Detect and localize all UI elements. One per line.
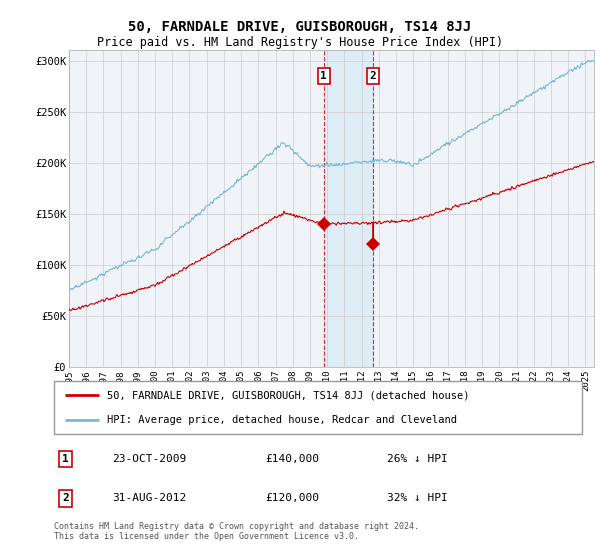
Text: Price paid vs. HM Land Registry's House Price Index (HPI): Price paid vs. HM Land Registry's House … [97, 36, 503, 49]
Text: 31-AUG-2012: 31-AUG-2012 [112, 493, 187, 503]
Text: 50, FARNDALE DRIVE, GUISBOROUGH, TS14 8JJ (detached house): 50, FARNDALE DRIVE, GUISBOROUGH, TS14 8J… [107, 390, 469, 400]
Bar [324, 50, 373, 367]
Text: 1: 1 [62, 454, 69, 464]
Text: 32% ↓ HPI: 32% ↓ HPI [386, 493, 448, 503]
Text: Contains HM Land Registry data © Crown copyright and database right 2024.
This d: Contains HM Land Registry data © Crown c… [54, 522, 419, 542]
Text: 26% ↓ HPI: 26% ↓ HPI [386, 454, 448, 464]
Text: £140,000: £140,000 [265, 454, 319, 464]
Text: 23-OCT-2009: 23-OCT-2009 [112, 454, 187, 464]
Text: 2: 2 [62, 493, 69, 503]
Text: 2: 2 [370, 71, 377, 81]
FancyBboxPatch shape [54, 381, 582, 434]
Text: £120,000: £120,000 [265, 493, 319, 503]
Text: 1: 1 [320, 71, 327, 81]
Text: 50, FARNDALE DRIVE, GUISBOROUGH, TS14 8JJ: 50, FARNDALE DRIVE, GUISBOROUGH, TS14 8J… [128, 20, 472, 34]
Text: HPI: Average price, detached house, Redcar and Cleveland: HPI: Average price, detached house, Redc… [107, 414, 457, 424]
